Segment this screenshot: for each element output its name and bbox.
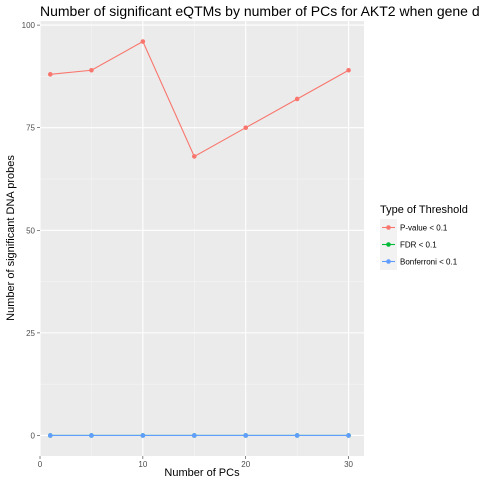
- data-point: [47, 72, 53, 77]
- y-axis-title: Number of significant DNA probes: [5, 155, 17, 321]
- data-point: [346, 433, 351, 438]
- y-tick-label: 50: [26, 226, 35, 235]
- y-axis-tick-labels: 0 25 50 75 100: [22, 21, 36, 440]
- y-tick-label: 0: [31, 431, 36, 440]
- axis-ticks: [37, 24, 349, 459]
- x-tick-label: 10: [138, 460, 147, 469]
- chart-title: Number of significant eQTMs by number of…: [40, 3, 480, 19]
- legend-label: FDR < 0.1: [400, 241, 437, 250]
- x-axis-title: Number of PCs: [164, 467, 240, 479]
- data-point: [243, 125, 249, 130]
- data-point: [191, 154, 197, 159]
- data-point: [89, 67, 94, 73]
- legend-key-point: [386, 225, 391, 230]
- data-point: [294, 96, 300, 102]
- plot-panel: [40, 21, 364, 456]
- data-point: [346, 67, 351, 73]
- data-point: [140, 39, 146, 44]
- legend-items: P-value < 0.1 FDR < 0.1 Bonferroni < 0.1: [380, 219, 458, 270]
- legend: Type of Threshold P-value < 0.1 FDR < 0.1…: [380, 204, 468, 270]
- x-tick-label: 0: [38, 460, 43, 469]
- data-point: [89, 433, 94, 438]
- legend-label: Bonferroni < 0.1: [400, 258, 458, 267]
- data-point: [47, 433, 53, 438]
- data-point: [191, 433, 197, 438]
- x-tick-label: 30: [344, 460, 353, 469]
- data-point: [140, 433, 146, 438]
- legend-key-point: [386, 259, 391, 264]
- series-1: [47, 39, 351, 159]
- y-tick-label: 75: [26, 124, 35, 133]
- data-point: [294, 433, 300, 438]
- data-point: [243, 433, 249, 438]
- minor-gridlines: [40, 21, 364, 456]
- y-tick-label: 100: [22, 21, 36, 30]
- legend-label: P-value < 0.1: [400, 224, 448, 233]
- x-tick-label: 20: [241, 460, 250, 469]
- legend-title: Type of Threshold: [380, 204, 468, 216]
- legend-item: P-value < 0.1: [380, 219, 448, 236]
- x-axis-tick-labels: 0 10 20 30: [38, 460, 354, 469]
- series-3: [47, 433, 351, 438]
- series-layer: [47, 39, 351, 438]
- legend-item: FDR < 0.1: [380, 236, 437, 253]
- legend-key-point: [386, 242, 391, 247]
- y-tick-label: 25: [26, 329, 35, 338]
- legend-item: Bonferroni < 0.1: [380, 253, 458, 270]
